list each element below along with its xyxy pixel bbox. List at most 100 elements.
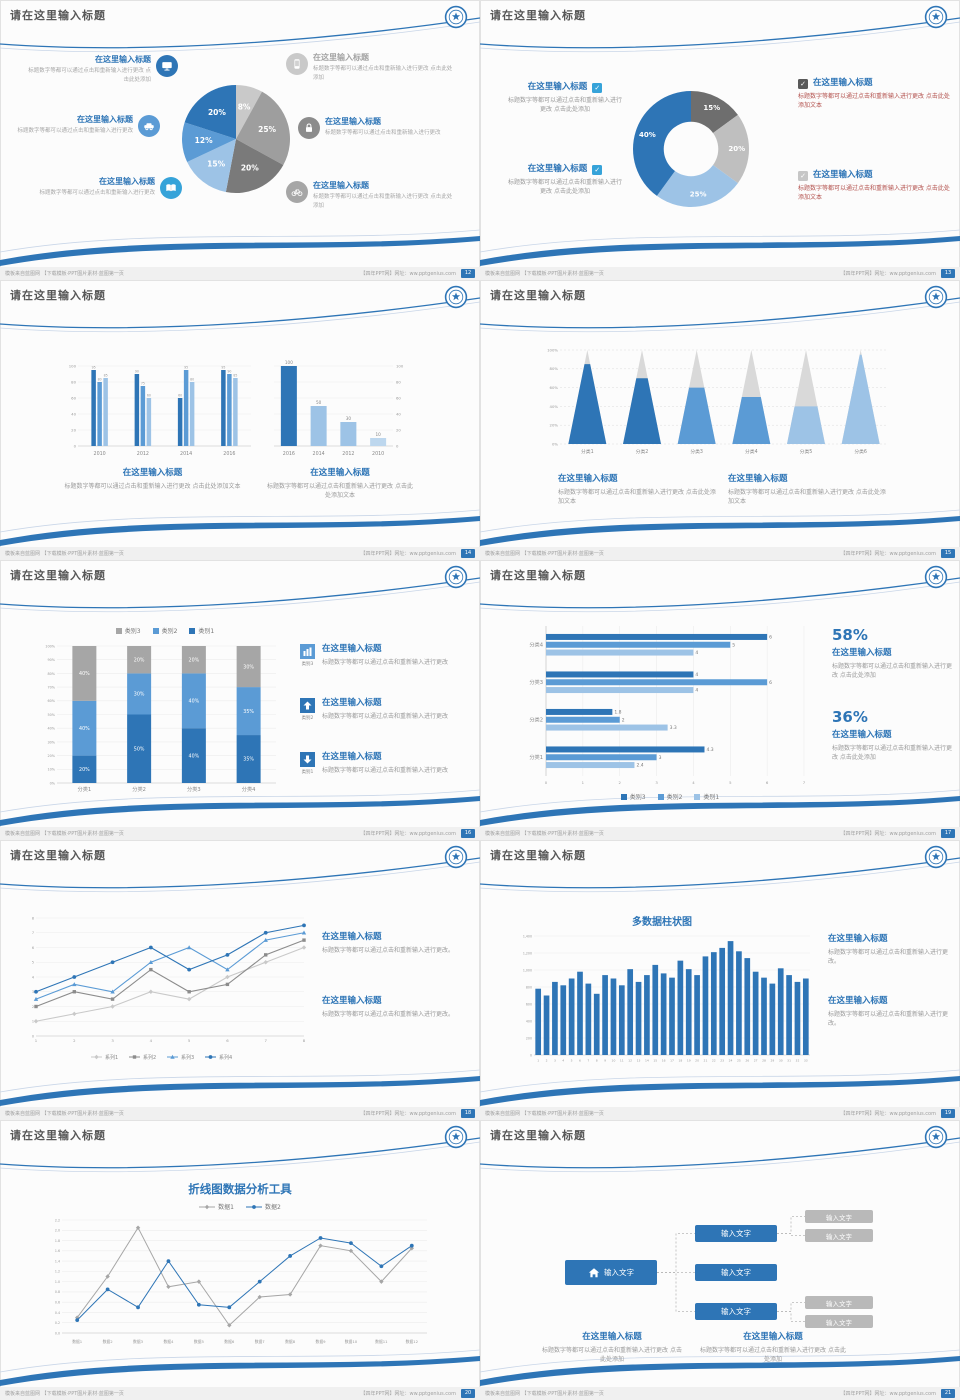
block-title: 在这里输入标题 xyxy=(322,698,382,708)
text-block: 在这里输入标题 标题数字等都可以通过点击和重新输入进行更改。 xyxy=(828,934,950,967)
slide-page-13[interactable]: 请在这里输入标题 15% 20% 25% 40% 在这里输入标题 ✓ 标题数字等都可以通… xyxy=(480,0,960,280)
svg-text:系列4: 系列4 xyxy=(219,1054,232,1061)
svg-text:24: 24 xyxy=(729,1059,733,1063)
chart-legend: 数据1 数据2 xyxy=(140,1202,340,1211)
pie-chart: 8% 25% 20% 15% 12% 20% xyxy=(182,85,290,193)
svg-text:6: 6 xyxy=(32,946,34,950)
svg-text:2.2: 2.2 xyxy=(55,1218,60,1222)
svg-text:80%: 80% xyxy=(47,672,55,676)
svg-text:分类3: 分类3 xyxy=(690,448,703,455)
slide-page-19[interactable]: 请在这里输入标题 多数据柱状图 0 200 400 600 800 1,000 1,200 1… xyxy=(480,840,960,1120)
svg-text:80%: 80% xyxy=(550,366,559,371)
slide-page-17[interactable]: 请在这里输入标题 0 1 2 3 4 5 6 7 分类1 4.3 3 2.4 分类2 1.8 2 3.3 分类3… xyxy=(480,560,960,840)
slide-header-title: 请在这里输入标题 xyxy=(490,849,586,862)
svg-text:32: 32 xyxy=(796,1059,800,1063)
slide-page-16[interactable]: 请在这里输入标题 类别3 类别2 类别1 0% 10% 20% 30% 40% 50% 60% 7… xyxy=(0,560,480,840)
svg-text:3.3: 3.3 xyxy=(670,725,677,731)
svg-text:16: 16 xyxy=(662,1059,666,1063)
slide-footer: 模板来自蓝图网 【下载模板·PPT图片素材·蓝图第一页 【四年PPT网】网址：w… xyxy=(0,547,480,560)
chart-legend: 类别3 类别2 类别1 xyxy=(40,626,290,635)
slide-header-title: 请在这里输入标题 xyxy=(10,289,106,302)
svg-text:80: 80 xyxy=(190,378,194,382)
checkbox-icon[interactable]: ✓ xyxy=(592,164,603,175)
slide-header-title: 请在这里输入标题 xyxy=(10,569,106,582)
slide-page-14[interactable]: 请在这里输入标题 0 20 40 60 80 100 2010 2012 2014 2016 95 9… xyxy=(0,280,480,560)
svg-text:17: 17 xyxy=(670,1059,674,1063)
svg-text:100%: 100% xyxy=(547,347,558,352)
slide-page-20[interactable]: 请在这里输入标题 折线图数据分析工具 数据1 数据2 0.0 0.2 0.4 0.6 0.… xyxy=(0,1120,480,1400)
slide-page-18[interactable]: 请在这里输入标题 0 1 2 3 4 5 6 7 8 1 2 3 4 5 6 7 8 系列1 系列2 系列3 系列4 在… xyxy=(0,840,480,1120)
svg-text:400: 400 xyxy=(526,1019,532,1023)
svg-text:分类1: 分类1 xyxy=(581,448,594,455)
svg-text:90%: 90% xyxy=(47,658,55,662)
svg-text:40%: 40% xyxy=(189,753,200,759)
block-title: 在这里输入标题 xyxy=(743,1332,803,1342)
svg-text:3: 3 xyxy=(655,780,658,785)
svg-text:4.3: 4.3 xyxy=(706,747,713,753)
callout-text: 标题数字等都可以通过点击和重新输入进行更改 xyxy=(17,128,133,134)
svg-text:40%: 40% xyxy=(79,726,90,732)
phone-icon xyxy=(286,53,308,75)
svg-text:7: 7 xyxy=(265,1038,268,1043)
callout-item: 在这里输入标题 标题数字等都可以通过点击和重新输入进行更改 xyxy=(30,176,182,199)
svg-text:分类2: 分类2 xyxy=(636,448,649,455)
svg-text:5: 5 xyxy=(732,642,735,648)
page-number-badge: 13 xyxy=(941,269,955,278)
footer-right-text: 【四年PPT网】网址：ww.pptgenius.com xyxy=(840,271,936,277)
slide-page-15[interactable]: 请在这里输入标题 0% 20% 40% 60% 80% 100% 分类1 分类2 分类3 分类4 分… xyxy=(480,280,960,560)
svg-text:4: 4 xyxy=(150,1038,153,1043)
svg-text:12%: 12% xyxy=(195,136,213,145)
block-title: 在这里输入标题 xyxy=(322,932,382,942)
svg-text:25%: 25% xyxy=(258,125,276,134)
svg-text:7: 7 xyxy=(803,780,806,785)
icon-caption: 类别3 xyxy=(301,661,314,667)
svg-text:20: 20 xyxy=(396,427,401,432)
checkbox-icon[interactable]: ✓ xyxy=(798,78,808,89)
svg-text:数据11: 数据11 xyxy=(375,1339,388,1344)
text-block: 在这里输入标题 标题数字等都可以通过点击和重新输入进行更改 点击此处添加文本 xyxy=(728,474,888,507)
svg-text:20%: 20% xyxy=(47,754,55,758)
slide-footer: 模板来自蓝图网 【下载模板·PPT图片素材·蓝图第一页 【四年PPT网】网址：w… xyxy=(0,1387,480,1400)
page-number-badge: 15 xyxy=(941,549,955,558)
block-text: 标题数字等都可以通过点击和重新输入进行更改 点击此处添加文本 xyxy=(798,92,950,110)
diagram-box: 输入文字 xyxy=(695,1225,777,1242)
svg-text:100: 100 xyxy=(396,363,404,368)
feature-item: 类别1 在这里输入标题 标题数字等都可以通过点击和重新输入进行更改 xyxy=(300,752,472,775)
footer-right-text: 【四年PPT网】网址：ww.pptgenius.com xyxy=(360,831,456,837)
block-text: 标题数字等都可以通过点击和重新输入进行更改 点击此处添加文本 xyxy=(64,482,241,490)
footer-right-text: 【四年PPT网】网址：ww.pptgenius.com xyxy=(360,551,456,557)
svg-text:10: 10 xyxy=(375,432,381,437)
block-title: 在这里输入标题 xyxy=(310,468,370,478)
footer-left-text: 模板来自蓝图网 【下载模板·PPT图片素材·蓝图第一页 xyxy=(5,551,124,557)
chart-legend: 类别3 类别2 类别1 xyxy=(540,792,800,801)
svg-text:29: 29 xyxy=(770,1059,774,1063)
bicycle-icon xyxy=(286,181,308,203)
svg-text:20: 20 xyxy=(695,1059,699,1063)
svg-text:200: 200 xyxy=(526,1036,532,1040)
svg-text:2.4: 2.4 xyxy=(636,763,643,769)
svg-text:0.8: 0.8 xyxy=(55,1290,60,1294)
callout-text: 标题数字等都可以通过点击和重新输入进行更改 点击此处添加 xyxy=(28,68,151,83)
slide-page-12[interactable]: 请在这里输入标题 8% 25% 20% 15% 12% 20% 在这里输入标题 标题数字等… xyxy=(0,0,480,280)
home-icon xyxy=(588,1267,600,1279)
block-title: 在这里输入标题 xyxy=(828,934,888,944)
svg-text:8: 8 xyxy=(596,1059,598,1063)
checkbox-icon[interactable]: ✓ xyxy=(798,170,808,181)
svg-text:8%: 8% xyxy=(238,103,251,112)
svg-text:分类4: 分类4 xyxy=(242,785,256,793)
box-label: 输入文字 xyxy=(721,1229,751,1238)
svg-text:31: 31 xyxy=(787,1059,791,1063)
text-block: 在这里输入标题 标题数字等都可以通过点击和重新输入进行更改。 xyxy=(322,996,462,1019)
slide-page-21[interactable]: 请在这里输入标题 输入文字 输入文字 输入文字 输入文字 输入文字 输入文字 输… xyxy=(480,1120,960,1400)
svg-text:1: 1 xyxy=(537,1059,539,1063)
block-text: 标题数字等都可以通过点击和重新输入进行更改 点击此处添加 xyxy=(507,178,622,196)
footer-left-text: 模板来自蓝图网 【下载模板·PPT图片素材·蓝图第一页 xyxy=(5,1111,124,1117)
svg-text:分类4: 分类4 xyxy=(529,641,543,649)
icon-caption: 类别1 xyxy=(301,769,314,775)
percent-value: 36% xyxy=(832,708,868,726)
svg-text:26: 26 xyxy=(745,1059,749,1063)
checkbox-icon[interactable]: ✓ xyxy=(592,82,603,93)
box-label: 输入文字 xyxy=(826,1232,852,1241)
svg-text:8: 8 xyxy=(32,916,34,920)
svg-text:20: 20 xyxy=(71,427,76,432)
